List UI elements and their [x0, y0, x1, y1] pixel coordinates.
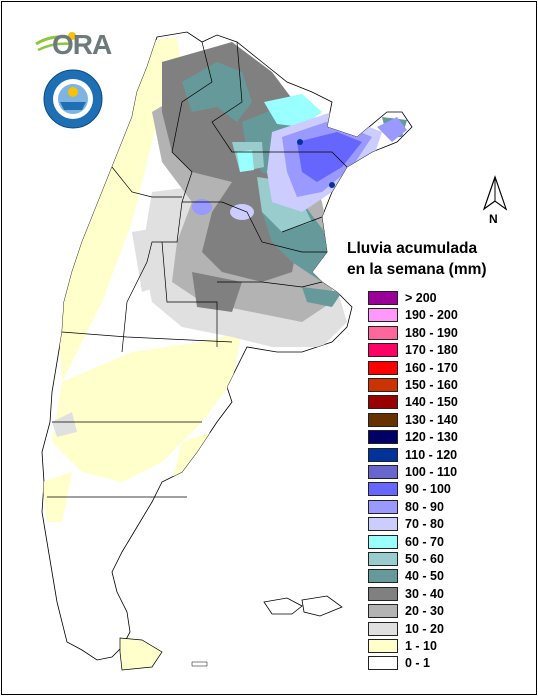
legend-item: 120 - 130 [368, 429, 508, 446]
legend-swatch [368, 569, 398, 584]
legend-swatch [368, 430, 398, 445]
north-label: N [489, 212, 498, 226]
legend-item: 130 - 140 [368, 412, 508, 429]
legend-swatch [368, 465, 398, 479]
legend-swatch [368, 360, 398, 375]
legend-label: 10 - 20 [405, 621, 444, 636]
legend-item: 100 - 110 [368, 464, 508, 481]
legend-label: 30 - 40 [405, 586, 444, 601]
legend-item: 40 - 50 [368, 568, 508, 585]
legend-label: 90 - 100 [405, 482, 451, 497]
legend-swatch [368, 534, 398, 549]
legend-label: 40 - 50 [405, 569, 444, 584]
legend-swatch [368, 552, 398, 566]
legend-label: 0 - 1 [405, 656, 431, 671]
legend-swatch [368, 621, 398, 636]
legend-label: 80 - 90 [405, 499, 444, 514]
legend-swatch [368, 482, 398, 497]
legend-swatch [368, 291, 398, 305]
legend-label: 20 - 30 [405, 604, 444, 619]
legend-title: Lluvia acumulada en la semana (mm) [347, 238, 487, 280]
smn-seal-icon [43, 69, 103, 129]
legend-swatch [368, 517, 398, 532]
legend-item: 150 - 160 [368, 377, 508, 394]
legend-item: > 200 [368, 290, 508, 307]
legend-label: 170 - 180 [405, 343, 458, 358]
legend-label: 140 - 150 [405, 395, 458, 410]
legend-swatch [368, 447, 398, 462]
legend-swatch [368, 343, 398, 358]
legend-item: 0 - 1 [368, 655, 508, 672]
legend-item: 1 - 10 [368, 638, 508, 655]
legend-label: 60 - 70 [405, 534, 444, 549]
legend-title-line2: en la semana (mm) [347, 261, 487, 278]
legend-label: 100 - 110 [405, 465, 458, 479]
legend-label: 1 - 10 [405, 639, 437, 653]
legend-label: 190 - 200 [405, 308, 458, 323]
legend-item: 30 - 40 [368, 586, 508, 603]
legend-label: 70 - 80 [405, 517, 444, 532]
legend-item: 90 - 100 [368, 481, 508, 498]
legend-item: 140 - 150 [368, 394, 508, 411]
legend-label: 120 - 130 [405, 430, 458, 445]
legend-item: 160 - 170 [368, 360, 508, 377]
legend-swatch [368, 586, 398, 601]
legend-swatch [368, 395, 398, 410]
ora-logo-icon [35, 32, 76, 52]
legend-label: 130 - 140 [405, 412, 458, 427]
legend-item: 60 - 70 [368, 534, 508, 551]
legend-item: 80 - 90 [368, 499, 508, 516]
legend-item: 110 - 120 [368, 447, 508, 464]
ora-logo-text: ORA [52, 29, 112, 60]
legend-swatch [368, 604, 398, 619]
legend-swatch [368, 412, 398, 427]
legend-swatch [368, 499, 398, 514]
legend-swatch [368, 308, 398, 323]
tierra-del-fuego [119, 637, 163, 671]
legend-label: 150 - 160 [405, 378, 458, 392]
legend-label: 180 - 190 [405, 325, 458, 340]
legend-item: 70 - 80 [368, 516, 508, 533]
legend-label: 50 - 60 [405, 552, 444, 566]
legend-swatch [368, 378, 398, 392]
legend-label: 110 - 120 [405, 447, 458, 462]
legend-item: 170 - 180 [368, 342, 508, 359]
legend-item: 10 - 20 [368, 621, 508, 638]
legend-swatch [368, 656, 398, 671]
province-borders [47, 41, 348, 498]
legend-item: 50 - 60 [368, 551, 508, 568]
malvinas-islands [263, 595, 343, 617]
legend-label: > 200 [405, 291, 437, 305]
legend-label: 160 - 170 [405, 360, 458, 375]
legend-item: 20 - 30 [368, 603, 508, 620]
north-arrow-icon [482, 175, 508, 211]
legend-title-line1: Lluvia acumulada [347, 240, 478, 257]
legend-item: 190 - 200 [368, 307, 508, 324]
legend-item: 180 - 190 [368, 325, 508, 342]
legend-swatch [368, 325, 398, 340]
legend-swatch [368, 639, 398, 653]
